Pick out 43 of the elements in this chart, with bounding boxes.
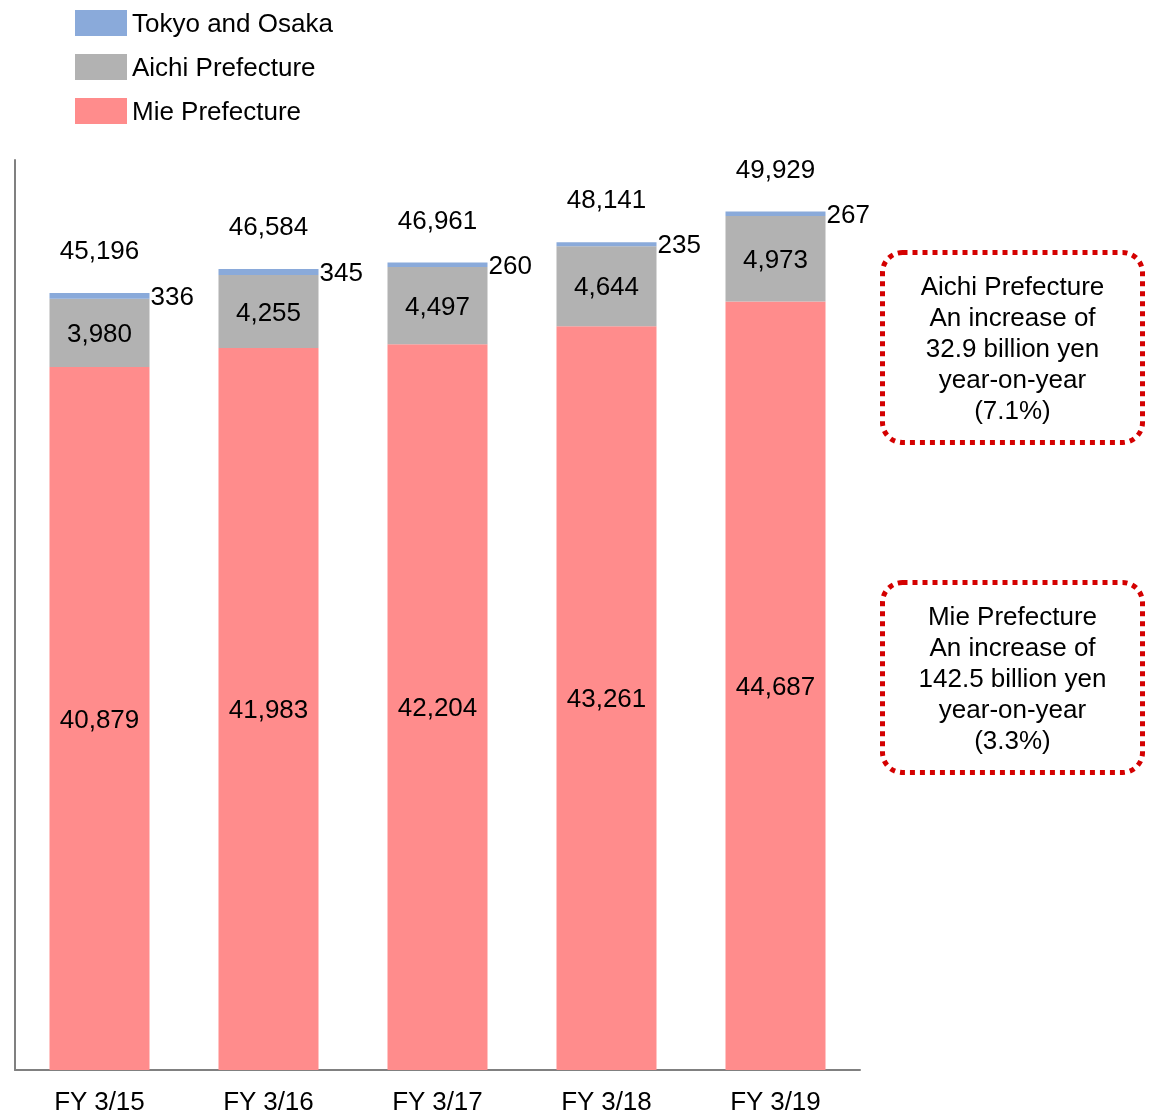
data-label: 260 [488,249,532,280]
legend-label: Mie Prefecture [132,96,302,126]
x-tick-label: FY 3/17 [392,1086,483,1116]
data-label: 235 [657,229,701,260]
bar [49,367,150,1070]
total-label: 46,961 [397,204,478,235]
bar [387,344,488,1070]
data-label: 44,687 [735,670,816,701]
bar [556,246,657,327]
bar [725,301,826,1070]
legend-label: Tokyo and Osaka [132,8,334,38]
data-label: 4,255 [235,296,302,327]
bar [387,266,488,345]
bar [218,269,319,275]
bar [218,348,319,1070]
x-tick-label: FY 3/15 [54,1086,145,1116]
data-label: 43,261 [566,683,647,714]
legend-label: Aichi Prefecture [132,52,316,82]
bar [49,298,150,368]
data-label: 4,973 [742,243,809,274]
data-label: 41,983 [228,694,309,725]
x-tick-label: FY 3/16 [223,1086,314,1116]
total-label: 49,929 [735,153,816,184]
bar [218,274,319,349]
data-label: 40,879 [59,703,140,734]
bar [556,326,657,1070]
data-label: 267 [826,198,870,229]
total-label: 48,141 [566,184,647,215]
total-label: 46,584 [228,211,309,242]
text: Aichi Prefecture An increase of 32.9 billion yen year-on-year (7.1%) [920,270,1105,425]
data-label: 42,204 [397,692,478,723]
bar [725,216,826,302]
bar [49,292,150,299]
data-label: 336 [150,280,194,311]
x-tick-label: FY 3/19 [730,1086,821,1116]
text: Mie Prefecture An increase of 142.5 billion yen year-on-year (3.3%) [918,600,1107,755]
data-label: 3,980 [66,317,133,348]
bar [556,242,657,247]
x-tick-label: FY 3/18 [561,1086,652,1116]
data-label: 4,497 [404,290,471,321]
total-label: 45,196 [59,234,140,265]
data-label: 4,644 [573,271,640,302]
data-label: 345 [319,256,363,287]
